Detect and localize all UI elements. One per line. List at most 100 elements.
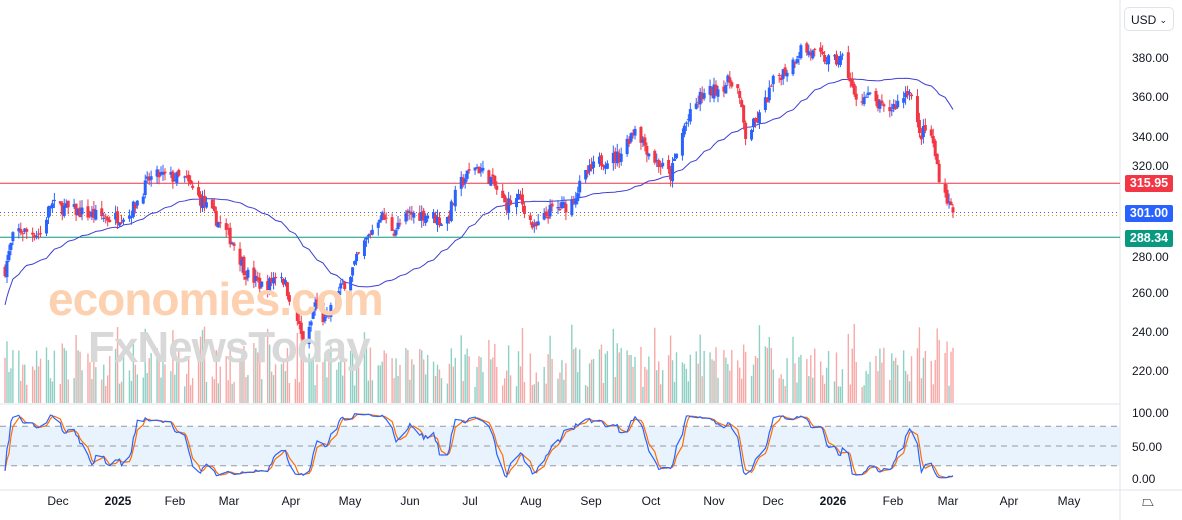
candle-body bbox=[114, 212, 118, 220]
volume-bar bbox=[466, 348, 468, 403]
volume-bar bbox=[750, 375, 753, 403]
volume-bar bbox=[407, 350, 409, 403]
candle-body bbox=[256, 277, 260, 280]
volume-bar bbox=[144, 328, 146, 403]
candle-body bbox=[619, 153, 623, 162]
volume-bar bbox=[770, 348, 772, 403]
volume-bar bbox=[835, 352, 838, 403]
candle-body bbox=[906, 90, 910, 96]
candle-body bbox=[232, 243, 236, 246]
time-label: Dec bbox=[47, 494, 69, 508]
volume-bar bbox=[717, 377, 719, 403]
candle-body bbox=[544, 211, 548, 217]
volume-bar bbox=[294, 378, 297, 403]
volume-bar bbox=[893, 360, 895, 403]
candle-body bbox=[299, 322, 303, 335]
price-tag-support: 288.34 bbox=[1125, 230, 1173, 247]
candle-body bbox=[301, 331, 305, 347]
candle-body bbox=[680, 133, 684, 156]
candle-body bbox=[7, 251, 11, 261]
candle-body bbox=[376, 222, 380, 228]
candle-body bbox=[902, 98, 906, 103]
volume-bar bbox=[784, 385, 786, 403]
candle-body bbox=[35, 235, 39, 238]
volume-bar bbox=[768, 336, 771, 403]
candle-body bbox=[489, 176, 493, 186]
volume-bar bbox=[563, 379, 565, 403]
candle-body bbox=[283, 280, 287, 284]
candle-body bbox=[33, 235, 37, 238]
volume-bar bbox=[413, 364, 415, 403]
volume-bar bbox=[529, 353, 532, 403]
candle-body bbox=[613, 151, 617, 162]
volume-bar bbox=[764, 346, 767, 403]
volume-bar bbox=[752, 364, 755, 403]
volume-bar bbox=[81, 370, 83, 403]
candle-body bbox=[564, 203, 568, 213]
candle-body bbox=[894, 105, 898, 109]
volume-bar bbox=[946, 341, 948, 403]
candle-body bbox=[767, 87, 771, 101]
candle-body bbox=[309, 321, 313, 326]
volume-bar bbox=[35, 350, 38, 403]
volume-bar bbox=[794, 363, 796, 403]
volume-bar bbox=[336, 369, 338, 403]
candle-body bbox=[520, 194, 524, 205]
volume-bar bbox=[440, 378, 443, 403]
candle-body bbox=[461, 177, 465, 186]
currency-selector[interactable]: USD ⌄ bbox=[1124, 7, 1174, 31]
volume-bar bbox=[316, 364, 318, 403]
volume-bar bbox=[523, 381, 526, 403]
candle-body bbox=[588, 165, 592, 172]
volume-bar bbox=[598, 349, 601, 403]
candle-body bbox=[364, 237, 368, 240]
volume-bar bbox=[531, 385, 534, 403]
volume-bar bbox=[158, 358, 160, 403]
volume-bar bbox=[543, 366, 545, 403]
volume-bar bbox=[808, 376, 810, 403]
volume-bar bbox=[660, 384, 662, 403]
candle-body bbox=[343, 281, 347, 290]
candle-body bbox=[892, 104, 896, 110]
volume-bar bbox=[590, 359, 593, 403]
volume-bar bbox=[602, 382, 605, 403]
volume-bar bbox=[812, 377, 814, 403]
volume-bar bbox=[855, 361, 857, 403]
volume-bar bbox=[411, 359, 413, 403]
candle-body bbox=[836, 62, 840, 65]
volume-bar bbox=[628, 355, 630, 403]
candle-body bbox=[384, 217, 388, 219]
candle-body bbox=[771, 75, 775, 85]
settings-icon[interactable]: ⏢ bbox=[1142, 493, 1155, 510]
volume-bar bbox=[492, 357, 494, 403]
volume-bar bbox=[758, 325, 761, 403]
candle-body bbox=[155, 169, 159, 177]
volume-bar bbox=[934, 360, 936, 403]
candle-body bbox=[750, 129, 754, 140]
volume-bar bbox=[600, 344, 603, 403]
volume-bar bbox=[571, 324, 573, 403]
volume-bar bbox=[879, 348, 881, 403]
candle-body bbox=[341, 283, 345, 285]
volume-bar bbox=[480, 357, 482, 403]
volume-bar bbox=[681, 362, 684, 403]
candle-body bbox=[104, 216, 108, 218]
candle-body bbox=[210, 199, 214, 209]
volume-bar bbox=[95, 367, 97, 403]
candle-body bbox=[888, 107, 892, 112]
candle-body bbox=[530, 222, 534, 228]
stoch-k-line bbox=[4, 413, 954, 479]
volume-bar bbox=[727, 363, 729, 403]
candle-body bbox=[896, 100, 900, 108]
candle-body bbox=[191, 185, 195, 188]
volume-bar bbox=[215, 350, 218, 403]
volume-bar bbox=[108, 356, 111, 403]
candle-body bbox=[755, 118, 759, 123]
volume-bar bbox=[59, 383, 61, 403]
candle-body bbox=[910, 94, 914, 97]
candle-body bbox=[337, 291, 341, 300]
volume-bar bbox=[130, 380, 133, 403]
volume-bar bbox=[53, 350, 56, 403]
